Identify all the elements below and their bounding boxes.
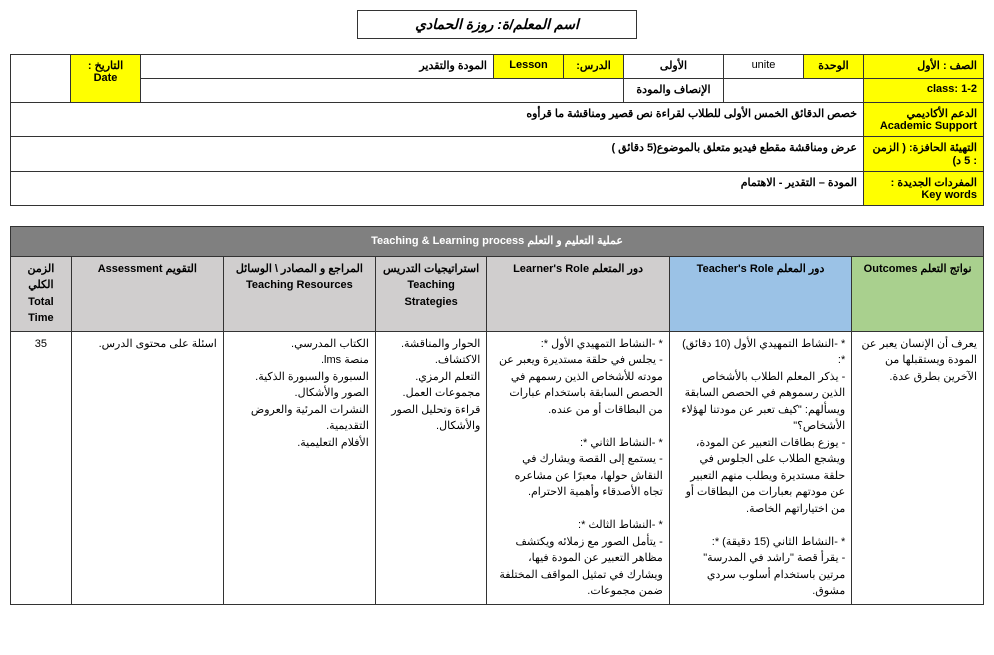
h-resources: المراجع و المصادر \ الوسائل Teaching Res… <box>223 256 375 331</box>
keywords-text: المودة – التقدير - الاهتمام <box>11 172 864 206</box>
process-title: عملية التعليم و التعلم Teaching & Learni… <box>11 227 984 257</box>
unit-en: unite <box>724 55 804 79</box>
unit-value: الأولى <box>624 55 724 79</box>
teacher-name-box: اسم المعلم/ة: روزة الحمادي <box>357 10 637 39</box>
date-cell: التاريخ :Date <box>71 55 141 103</box>
unit-label: الوحدة <box>804 55 864 79</box>
h-time: الزمن الكليTotal Time <box>11 256 72 331</box>
cell-time: 35 <box>11 331 72 604</box>
warmup-label: التهيئة الحافزة: ( الزمن : 5 د) <box>864 137 984 172</box>
h-assessment: التقويم Assessment <box>71 256 223 331</box>
class-label: الصف : الأول <box>864 55 984 79</box>
h-teacher: دور المعلم Teacher's Role <box>669 256 851 331</box>
cell-assessment: اسئلة على محتوى الدرس. <box>71 331 223 604</box>
h-outcomes: نواتج التعلم Outcomes <box>852 256 984 331</box>
academic-label: الدعم الأكاديميAcademic Support <box>864 103 984 137</box>
cell-outcomes: يعرف أن الإنسان يعبر عن المودة ويستقبلها… <box>852 331 984 604</box>
process-table: عملية التعليم و التعلم Teaching & Learni… <box>10 226 984 605</box>
h-strategies: استراتيجيات التدريسTeaching Strategies <box>375 256 486 331</box>
lesson-label: الدرس: <box>564 55 624 79</box>
cell-learner: * -النشاط التمهيدي الأول *: - يجلس في حل… <box>487 331 669 604</box>
topic: الإنصاف والمودة <box>624 79 724 103</box>
empty2 <box>141 79 624 103</box>
date-value <box>11 55 71 103</box>
lesson-value: المودة والتقدير <box>141 55 494 79</box>
keywords-label: المفردات الجديدة : Key words <box>864 172 984 206</box>
class-en: class: 1-2 <box>864 79 984 103</box>
warmup-text: عرض ومناقشة مقطع فيديو متعلق بالموضوع(5 … <box>11 137 864 172</box>
cell-strategies: الحوار والمناقشة. الاكتشاف. التعلم الرمز… <box>375 331 486 604</box>
lesson-en: Lesson <box>494 55 564 79</box>
teacher-name: اسم المعلم/ة: روزة الحمادي <box>415 16 579 32</box>
info-table: الصف : الأول الوحدة unite الأولى الدرس: … <box>10 54 984 206</box>
cell-teacher: * -النشاط التمهيدي الأول (10 دقائق) *: -… <box>669 331 851 604</box>
empty1 <box>724 79 864 103</box>
h-learner: دور المتعلم Learner's Role <box>487 256 669 331</box>
academic-text: خصص الدقائق الخمس الأولى للطلاب لقراءة ن… <box>11 103 864 137</box>
cell-resources: الكتاب المدرسي. منصة lms. السبورة والسبو… <box>223 331 375 604</box>
